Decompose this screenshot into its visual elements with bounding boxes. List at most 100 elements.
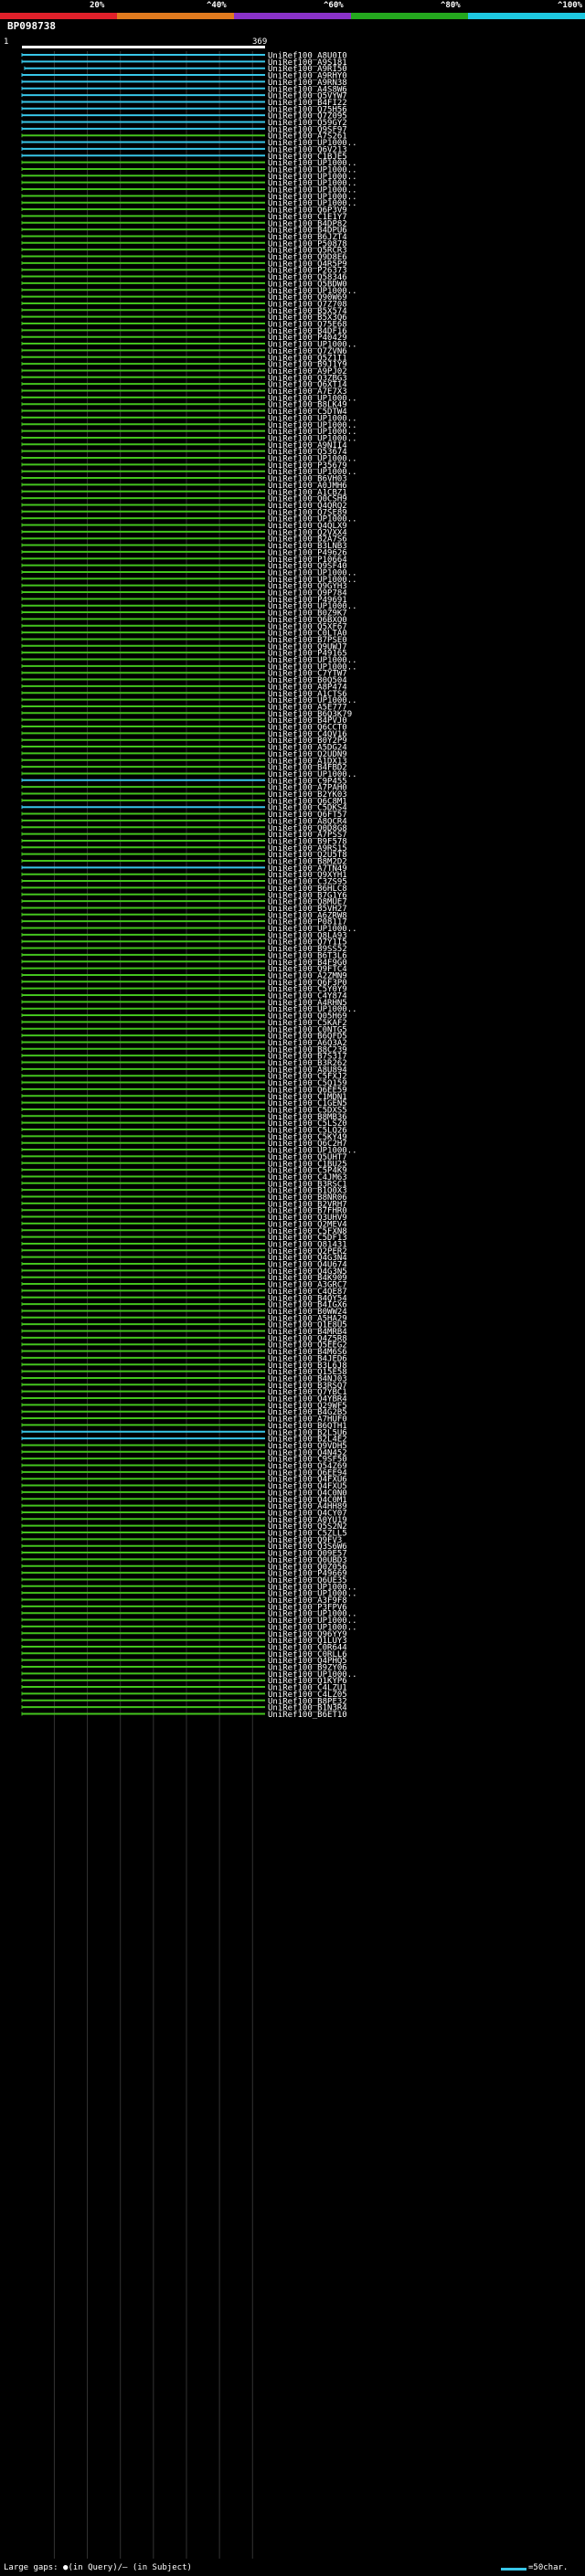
hit-label: UniRef100_C5FXN8 <box>268 1227 347 1236</box>
hit-label: UniRef100_C4LZ05 <box>268 1691 347 1700</box>
hit-label: UniRef100_C1BJE5 <box>268 153 347 162</box>
alignment-plot: 1 369UniRef100_A8U0I0UniRef100_A9S181UniR… <box>4 37 357 2559</box>
hit-label: UniRef100_Q2VXX4 <box>268 528 347 537</box>
hit-label: UniRef100_UP1000.. <box>268 139 357 148</box>
hit-label: UniRef100_B1N3R4 <box>268 1704 347 1713</box>
hit-label: UniRef100_B4DF16 <box>268 327 347 336</box>
hit-label: UniRef100_C3ZS95 <box>268 878 347 887</box>
hit-label: UniRef100_B9ZY06 <box>268 1664 347 1673</box>
hit-label: UniRef100_Q4FXU6 <box>268 1476 347 1485</box>
hit-label: UniRef100_B4F9G0 <box>268 959 347 968</box>
hit-label: UniRef100_A9S181 <box>268 58 347 68</box>
hit-label: UniRef100_Q1KYP6 <box>268 1677 347 1686</box>
hit-label: UniRef100_Q5BDW0 <box>268 280 347 289</box>
hit-label: UniRef100_Q6P3V9 <box>268 207 347 216</box>
hit-label: UniRef100_A8U894 <box>268 1065 347 1075</box>
hit-label: UniRef100_Q58346 <box>268 273 347 282</box>
hit-label: UniRef100_C5Y0Y9 <box>268 985 347 994</box>
hit-label: UniRef100_Q7SE89 <box>268 508 347 517</box>
hit-label: UniRef100_C1MDN1 <box>268 1093 347 1102</box>
hit-label: UniRef100_Q4C0M1 <box>268 1496 347 1505</box>
hit-label: UniRef100_B3L6J8 <box>268 1362 347 1371</box>
hit-label: UniRef100_B4DPU6 <box>268 227 347 236</box>
hit-label: UniRef100_C5DTW4 <box>268 408 347 417</box>
hit-label: UniRef100_UP1000.. <box>268 341 357 350</box>
bottom-legend: Large gaps: ●(in Query)/– (in Subject) =… <box>0 2561 585 2576</box>
hit-label: UniRef100_P49626 <box>268 548 347 557</box>
hit-label: UniRef100_B0Y2P9 <box>268 737 347 746</box>
hit-label: UniRef100_A9RN38 <box>268 79 347 88</box>
hit-label: UniRef100_UP1000.. <box>268 925 357 934</box>
hit-label: UniRef100_B8LK49 <box>268 401 347 410</box>
hit-label: UniRef100_Q9VDH5 <box>268 1442 347 1451</box>
hit-label: UniRef100_A7TN49 <box>268 864 347 874</box>
hit-label: UniRef100_B4K909 <box>268 1274 347 1283</box>
hit-label: UniRef100_B8PE32 <box>268 1697 347 1706</box>
hit-label: UniRef100_C4QE87 <box>268 1288 347 1297</box>
gap-legend: Large gaps: ●(in Query)/– (in Subject) <box>4 2563 192 2572</box>
hit-label: UniRef100_C0R644 <box>268 1643 347 1652</box>
hit-label: UniRef100_Q5RCR3 <box>268 247 347 256</box>
hit-label: UniRef100_C1GEN5 <box>268 1099 347 1108</box>
hit-label: UniRef100_Q9SF40 <box>268 562 347 571</box>
hit-label: UniRef100_P40429 <box>268 334 347 343</box>
hit-label: UniRef100_Q7YBC1 <box>268 1388 347 1397</box>
hit-label: UniRef100_UP1000.. <box>268 434 357 443</box>
hit-label: UniRef100_B7PSE0 <box>268 636 347 645</box>
hit-label: UniRef100_P49165 <box>268 650 347 659</box>
hit-label: UniRef100_B2L5U6 <box>268 1428 347 1437</box>
hit-label: UniRef100_Q6UE35 <box>268 1576 347 1585</box>
hit-label: UniRef100_A5HA29 <box>268 1314 347 1323</box>
legend-segment-3 <box>234 13 351 19</box>
hit-label: UniRef100_B6QFD5 <box>268 1033 347 1042</box>
hit-label: UniRef100_UP1000.. <box>268 1617 357 1626</box>
hit-label: UniRef100_C9P455 <box>268 777 347 786</box>
hit-label: UniRef100_B4NJ03 <box>268 1374 347 1383</box>
hit-label: UniRef100_C4LZU1 <box>268 1684 347 1693</box>
hit-label: UniRef100_A7E7X3 <box>268 387 347 397</box>
hit-label: UniRef100_C5KY49 <box>268 1133 347 1142</box>
hit-label: UniRef100_Q5S2N2 <box>268 1522 347 1532</box>
hit-label: UniRef100_Q54Z69 <box>268 1462 347 1471</box>
hit-label: UniRef100_A6ZRW8 <box>268 911 347 920</box>
hit-label: UniRef100_UP1000.. <box>268 1590 357 1599</box>
hit-label: UniRef100_B4JED6 <box>268 1354 347 1363</box>
hit-label: UniRef100_Q2UDN9 <box>268 750 347 759</box>
hit-label: UniRef100_Q0Z056 <box>268 1563 347 1572</box>
hit-label: UniRef100_Q0D8G8 <box>268 824 347 833</box>
hit-label: UniRef100_UP1000.. <box>268 1583 357 1592</box>
hit-label: UniRef100_P50878 <box>268 239 347 249</box>
hit-label: UniRef100_B3R262 <box>268 1059 347 1068</box>
hit-label: UniRef100_C1BU25 <box>268 1160 347 1169</box>
hit-label: UniRef100_UP1000.. <box>268 179 357 188</box>
hit-label: UniRef100_C0NTG5 <box>268 1025 347 1034</box>
hit-label: UniRef100_Q9UWJ7 <box>268 642 347 652</box>
hit-label: UniRef100_UP1000.. <box>268 576 357 585</box>
hit-label: UniRef100_Q6EE94 <box>268 1468 347 1478</box>
hit-label: UniRef100_UP1000.. <box>268 1005 357 1014</box>
hit-label: UniRef100_Q5Z1I1 <box>268 354 347 363</box>
hit-label: UniRef100_UP1000.. <box>268 421 357 430</box>
hit-label: UniRef100_A1CBZ1 <box>268 488 347 497</box>
hit-label: UniRef100_B4MRB4 <box>268 1328 347 1337</box>
hit-label: UniRef100_Q9FV3 <box>268 1536 342 1545</box>
hit-label: UniRef100_Q6V213 <box>268 145 347 154</box>
hit-label: UniRef100_A2ZMN9 <box>268 971 347 981</box>
hit-label: UniRef100_B9SS52 <box>268 945 347 954</box>
hit-label: UniRef100_P49691 <box>268 596 347 605</box>
hit-label: UniRef100_B2YK03 <box>268 790 347 800</box>
hit-label: UniRef100_UP1000.. <box>268 770 357 779</box>
hit-label: UniRef100_B4IGX6 <box>268 1301 347 1310</box>
hit-label: UniRef100_Q6F3P0 <box>268 979 347 988</box>
legend-segment-1 <box>0 13 117 19</box>
hit-label: UniRef100_Q5EEG2 <box>268 1341 347 1351</box>
hit-label: UniRef100_Q4G3N5 <box>268 1267 347 1277</box>
hit-label: UniRef100_Q5VYW7 <box>268 92 347 101</box>
query-bar <box>22 46 265 48</box>
hit-label: UniRef100_C5KAF2 <box>268 1019 347 1028</box>
hit-label: UniRef100_A5E777 <box>268 703 347 712</box>
hit-label: UniRef100_P35679 <box>268 461 347 471</box>
hit-label: UniRef100_B6QTH1 <box>268 1422 347 1431</box>
hit-label: UniRef100_Q75H56 <box>268 105 347 114</box>
hit-label: UniRef100_UP1000.. <box>268 394 357 403</box>
